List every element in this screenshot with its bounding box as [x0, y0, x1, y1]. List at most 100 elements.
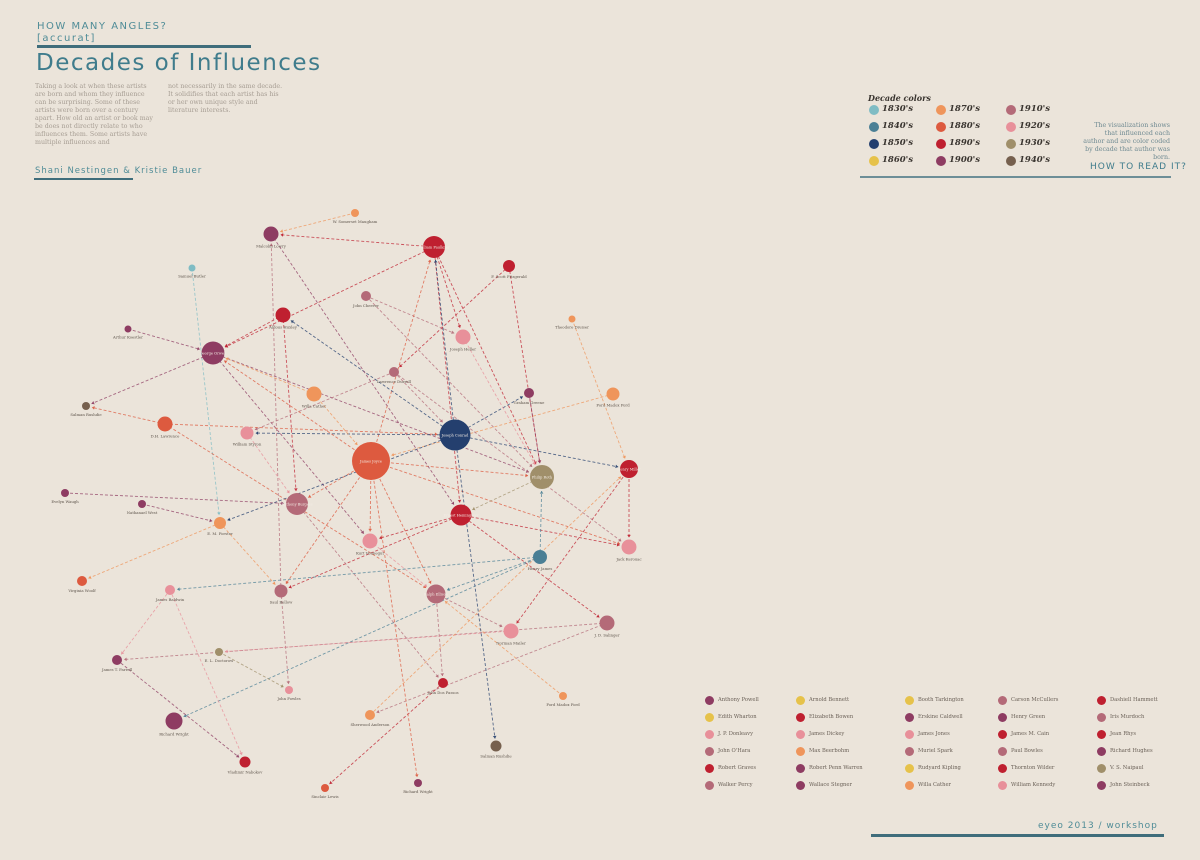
author-node[interactable]	[201, 341, 225, 365]
decade-swatch	[936, 156, 946, 166]
author-node-label: Salman Rushdie	[70, 412, 102, 417]
legend-swatch	[905, 764, 914, 773]
author-node[interactable]	[61, 489, 69, 497]
edge-arrowhead	[616, 542, 620, 547]
author-node[interactable]	[533, 550, 547, 564]
edge-arrowhead	[176, 587, 180, 591]
legend-label: Elizabeth Bowen	[809, 714, 854, 720]
author-node[interactable]	[112, 655, 122, 665]
author-node[interactable]	[450, 504, 472, 526]
author-node[interactable]	[286, 493, 308, 515]
author-node[interactable]	[559, 692, 567, 700]
edge-arrowhead	[308, 494, 312, 498]
author-node[interactable]	[530, 465, 554, 489]
author-node-label: Kurt Vonnegut	[356, 551, 384, 556]
author-node[interactable]	[365, 710, 375, 720]
author-node[interactable]	[165, 585, 175, 595]
author-node[interactable]	[438, 678, 448, 688]
author-node[interactable]	[503, 260, 515, 272]
author-node[interactable]	[214, 517, 226, 529]
author-node-label: D.H. Lawrence	[151, 434, 181, 439]
author-node[interactable]	[389, 367, 399, 377]
influence-edge	[191, 267, 220, 516]
author-node[interactable]	[620, 460, 638, 478]
author-node[interactable]	[275, 307, 291, 323]
author-node[interactable]	[599, 615, 615, 631]
influence-edge	[290, 320, 456, 436]
author-node[interactable]	[240, 426, 254, 440]
legend-label: Arnold Bennett	[809, 697, 850, 703]
author-node[interactable]	[568, 315, 576, 323]
author-node[interactable]	[352, 442, 390, 480]
author-node[interactable]	[414, 779, 422, 787]
author-node-label: Willa Cather	[302, 404, 326, 409]
author-node[interactable]	[426, 584, 446, 604]
author-node[interactable]	[82, 402, 90, 410]
author-node[interactable]	[239, 756, 251, 768]
author-node[interactable]	[361, 291, 371, 301]
author-node[interactable]	[138, 500, 146, 508]
how-to-read-link[interactable]: HOW TO READ IT?	[1090, 162, 1187, 172]
decade-swatch	[936, 139, 946, 149]
kicker-line-1: HOW MANY ANGLES?	[37, 21, 168, 32]
legend-label: Anthony Powell	[718, 697, 759, 703]
influence-edge	[280, 590, 289, 685]
edge-arrowhead	[379, 535, 383, 540]
footer-credit: eyeo 2013 / workshop	[1038, 821, 1158, 831]
author-node[interactable]	[524, 388, 534, 398]
legend-swatch	[905, 713, 914, 722]
influence-edge	[176, 556, 541, 590]
legend-label: Henry Green	[1011, 714, 1046, 720]
author-node-label: Richard Wright	[159, 732, 189, 737]
edge-arrowhead	[499, 624, 503, 628]
author-node-label: Jack Kerouac	[615, 557, 641, 562]
author-node[interactable]	[362, 533, 378, 549]
author-node[interactable]	[490, 740, 502, 752]
author-node[interactable]	[423, 236, 445, 258]
influence-edge	[472, 476, 543, 511]
influence-edge	[285, 460, 372, 585]
edges-layer	[64, 212, 631, 785]
author-node[interactable]	[306, 386, 322, 402]
edge-arrowhead	[354, 441, 358, 446]
author-node[interactable]	[263, 226, 279, 242]
legend-label: Robert Penn Warren	[809, 765, 863, 771]
influence-edge	[254, 371, 395, 431]
legend-swatch	[796, 713, 805, 722]
author-node[interactable]	[157, 416, 173, 432]
influence-edge	[224, 246, 435, 348]
edge-arrowhead	[539, 490, 544, 494]
author-node[interactable]	[274, 584, 288, 598]
author-node[interactable]	[124, 325, 132, 333]
author-node[interactable]	[321, 784, 329, 792]
kicker: HOW MANY ANGLES? [accurat]	[37, 21, 167, 45]
edge-arrowhead	[451, 330, 455, 334]
author-node[interactable]	[621, 539, 637, 555]
edge-arrowhead	[121, 651, 125, 655]
edge-arrowhead	[516, 620, 520, 624]
author-node[interactable]	[215, 648, 223, 656]
author-node-label: Richard Wright	[403, 789, 433, 794]
edge-arrowhead	[376, 709, 380, 714]
author-node[interactable]	[351, 209, 359, 217]
author-node-label: Salman Rushdie	[480, 754, 512, 759]
edge-arrowhead	[123, 657, 127, 662]
edge-arrowhead	[451, 501, 455, 505]
author-node[interactable]	[606, 387, 620, 401]
influence-edge	[183, 556, 541, 718]
author-node[interactable]	[77, 576, 87, 586]
author-node[interactable]	[285, 686, 293, 694]
influence-edge	[91, 352, 214, 405]
influence-edge	[313, 393, 358, 446]
author-node[interactable]	[503, 623, 519, 639]
author-node[interactable]	[439, 419, 471, 451]
legend-swatch	[796, 730, 805, 739]
author-node[interactable]	[165, 712, 183, 730]
legend-swatch	[705, 764, 714, 773]
edge-arrowhead	[529, 463, 533, 467]
author-node[interactable]	[188, 264, 196, 272]
influence-edge	[329, 682, 444, 785]
author-node[interactable]	[455, 329, 471, 345]
decade-key-title: Decade colors	[868, 93, 931, 103]
author-node-label: Ford Madox Ford	[596, 403, 630, 408]
